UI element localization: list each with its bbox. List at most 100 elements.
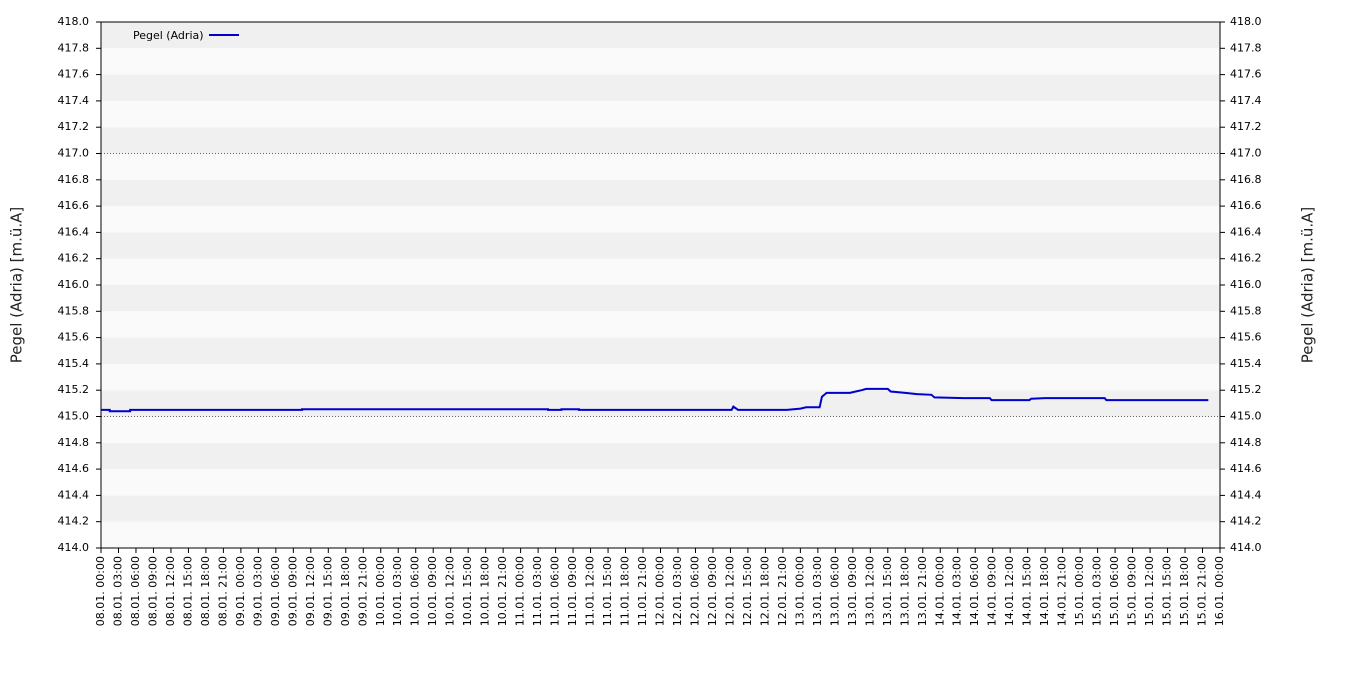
- band: [101, 179, 1220, 207]
- y2-tick-label: 416.2: [1230, 252, 1262, 265]
- x-tick-label: 15.01. 03:00: [1091, 556, 1104, 626]
- band: [101, 100, 1220, 128]
- y2-tick-label: 416.4: [1230, 225, 1262, 238]
- y2-tick-label: 415.4: [1230, 357, 1262, 370]
- x-tick-label: 09.01. 03:00: [251, 556, 264, 626]
- x-tick-label: 14.01. 03:00: [951, 556, 964, 626]
- band: [101, 285, 1220, 312]
- x-tick-label: 10.01. 18:00: [479, 556, 492, 626]
- x-tick-label: 09.01. 06:00: [269, 556, 282, 626]
- x-tick-label: 11.01. 06:00: [549, 556, 562, 626]
- y2-tick-label: 417.2: [1230, 120, 1262, 133]
- x-tick-label: 15.01. 12:00: [1143, 556, 1156, 626]
- x-tick-label: 15.01. 21:00: [1196, 556, 1209, 626]
- y2-tick-label: 414.6: [1230, 462, 1262, 475]
- y-tick-label: 415.4: [58, 357, 90, 370]
- y-tick-label: 415.2: [58, 383, 90, 396]
- band: [101, 521, 1220, 548]
- x-tick-label: 08.01. 09:00: [146, 556, 159, 626]
- x-tick-label: 08.01. 15:00: [181, 556, 194, 626]
- y-axis-title: Pegel (Adria) [m.ü.A]: [8, 207, 26, 364]
- y-tick-label: 415.8: [58, 304, 90, 317]
- y-tick-label: 414.4: [58, 488, 90, 501]
- legend-label: Pegel (Adria): [133, 29, 204, 42]
- x-tick-label: 13.01. 21:00: [916, 556, 929, 626]
- y-tick-label: 414.2: [58, 515, 90, 528]
- y2-tick-label: 416.6: [1230, 199, 1262, 212]
- y-tick-label: 414.0: [58, 541, 90, 554]
- x-tick-label: 15.01. 18:00: [1178, 556, 1191, 626]
- y-tick-label: 415.6: [58, 331, 90, 344]
- x-tick-label: 11.01. 18:00: [619, 556, 632, 626]
- y2-tick-label: 416.8: [1230, 173, 1262, 186]
- x-tick-label: 10.01. 03:00: [391, 556, 404, 626]
- x-tick-label: 09.01. 21:00: [356, 556, 369, 626]
- y-tick-label: 416.2: [58, 252, 90, 265]
- x-tick-label: 13.01. 12:00: [863, 556, 876, 626]
- y-tick-label: 417.6: [58, 68, 90, 81]
- band: [101, 469, 1220, 496]
- band: [101, 495, 1220, 522]
- y2-tick-label: 415.6: [1230, 331, 1262, 344]
- y-tick-label: 417.8: [58, 41, 90, 54]
- x-tick-label: 13.01. 00:00: [793, 556, 806, 626]
- band: [101, 74, 1220, 101]
- y-tick-label: 414.6: [58, 462, 90, 475]
- band: [101, 363, 1220, 391]
- x-tick-label: 16.01. 00:00: [1213, 556, 1226, 626]
- y2-tick-label: 414.8: [1230, 436, 1262, 449]
- x-tick-label: 11.01. 00:00: [514, 556, 527, 626]
- band: [101, 232, 1220, 259]
- x-tick-label: 14.01. 21:00: [1056, 556, 1069, 626]
- x-tick-label: 12.01. 15:00: [741, 556, 754, 626]
- band: [101, 48, 1220, 75]
- x-tick-label: 14.01. 18:00: [1038, 556, 1051, 626]
- band: [101, 22, 1220, 49]
- x-tick-label: 11.01. 12:00: [584, 556, 597, 626]
- x-tick-label: 11.01. 15:00: [601, 556, 614, 626]
- y-tick-label: 416.6: [58, 199, 90, 212]
- band: [101, 442, 1220, 470]
- y2-tick-label: 417.6: [1230, 68, 1262, 81]
- x-tick-label: 14.01. 09:00: [986, 556, 999, 626]
- x-tick-label: 08.01. 00:00: [94, 556, 107, 626]
- x-tick-label: 12.01. 18:00: [758, 556, 771, 626]
- x-tick-label: 10.01. 21:00: [496, 556, 509, 626]
- x-tick-label: 08.01. 21:00: [216, 556, 229, 626]
- x-tick-label: 13.01. 09:00: [846, 556, 859, 626]
- band: [101, 153, 1220, 180]
- band: [101, 258, 1220, 285]
- x-tick-label: 14.01. 00:00: [933, 556, 946, 626]
- y-tick-label: 417.2: [58, 120, 90, 133]
- x-tick-label: 13.01. 18:00: [898, 556, 911, 626]
- x-tick-label: 08.01. 12:00: [164, 556, 177, 626]
- band: [101, 337, 1220, 364]
- y2-tick-label: 417.4: [1230, 94, 1262, 107]
- x-tick-label: 10.01. 09:00: [426, 556, 439, 626]
- x-tick-label: 12.01. 21:00: [776, 556, 789, 626]
- y-tick-label: 416.8: [58, 173, 90, 186]
- x-tick-label: 09.01. 12:00: [304, 556, 317, 626]
- y-tick-label: 416.4: [58, 225, 90, 238]
- x-tick-label: 10.01. 06:00: [409, 556, 422, 626]
- x-tick-label: 09.01. 18:00: [339, 556, 352, 626]
- y-tick-label: 416.0: [58, 278, 90, 291]
- y-tick-label: 417.4: [58, 94, 90, 107]
- x-tick-label: 10.01. 00:00: [374, 556, 387, 626]
- x-tick-label: 11.01. 09:00: [566, 556, 579, 626]
- x-tick-label: 13.01. 03:00: [811, 556, 824, 626]
- y2-axis-title: Pegel (Adria) [m.ü.A]: [1299, 207, 1317, 364]
- y2-tick-label: 417.0: [1230, 147, 1262, 160]
- x-tick-label: 12.01. 00:00: [654, 556, 667, 626]
- band: [101, 390, 1220, 417]
- y-tick-label: 414.8: [58, 436, 90, 449]
- x-tick-label: 15.01. 09:00: [1126, 556, 1139, 626]
- x-tick-label: 08.01. 18:00: [199, 556, 212, 626]
- y-tick-label: 417.0: [58, 147, 90, 160]
- band: [101, 416, 1220, 443]
- band: [101, 127, 1220, 154]
- x-tick-label: 10.01. 15:00: [461, 556, 474, 626]
- band: [101, 311, 1220, 338]
- x-tick-label: 09.01. 09:00: [286, 556, 299, 626]
